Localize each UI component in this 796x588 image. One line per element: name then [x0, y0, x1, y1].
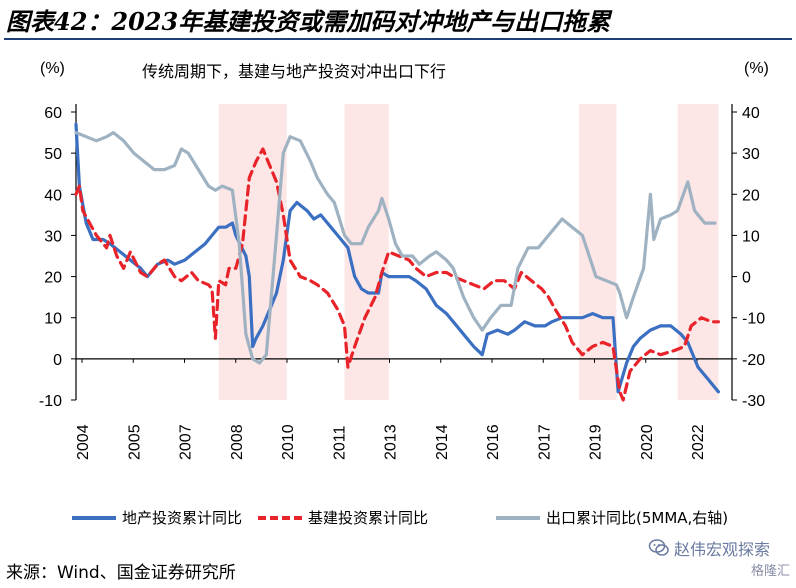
- legend-label-infrastructure: 基建投资累计同比: [308, 509, 429, 527]
- right-tick-label: 0: [742, 270, 751, 287]
- left-tick-label: 10: [44, 311, 62, 328]
- legend-item-property: 地产投资累计同比: [72, 507, 242, 528]
- legend-label-exports: 出口累计同比(5MMA,右轴): [546, 509, 729, 527]
- recession-band-1: [344, 104, 389, 400]
- wechat-icon: [648, 539, 669, 556]
- series-line-0: [74, 122, 721, 394]
- right-tick-label: 30: [742, 146, 760, 163]
- right-tick-label: 20: [742, 187, 760, 204]
- x-axis-labels: 2004 2005 2007 2008 2010 2011 2013 2014 2016 2017…: [75, 424, 707, 460]
- left-tick-label: 60: [44, 105, 62, 122]
- x-tick-label: 2004: [75, 424, 92, 460]
- left-tick-label: 40: [44, 187, 62, 204]
- x-tick-label: 2020: [639, 424, 656, 460]
- legend: 地产投资累计同比 基建投资累计同比 出口累计同比(5MMA,右轴): [0, 507, 796, 531]
- x-tick-label: 2010: [280, 424, 297, 460]
- legend-swatch-exports: [496, 515, 540, 520]
- right-axis-labels: -30 -20 -10 0 10 20 30 40: [742, 105, 765, 410]
- recession-band-3: [677, 104, 719, 400]
- left-tick-label: 20: [44, 270, 62, 287]
- x-tick-label: 2016: [485, 424, 502, 460]
- x-tick-label: 2014: [434, 424, 451, 460]
- watermark-text: 赵伟宏观探索: [673, 540, 770, 559]
- x-tick-label: 2022: [690, 424, 707, 460]
- series-lines: [74, 122, 721, 402]
- left-tick-label: 50: [44, 146, 62, 163]
- source-footnote: 来源：Wind、国金证券研究所: [6, 563, 236, 583]
- series-line-2: [74, 131, 717, 365]
- axes: [71, 104, 737, 401]
- legend-item-exports: 出口累计同比(5MMA,右轴): [496, 507, 728, 528]
- series-line-1: [74, 147, 721, 402]
- watermark-logo: 格隆汇: [750, 564, 790, 579]
- legend-item-infrastructure: 基建投资累计同比: [258, 507, 428, 528]
- right-axis-unit: (%): [744, 60, 769, 77]
- right-tick-label: -30: [742, 393, 765, 410]
- left-tick-label: 30: [44, 228, 62, 245]
- left-tick-label: -10: [39, 393, 62, 410]
- right-tick-label: 40: [742, 105, 760, 122]
- legend-swatch-property: [72, 515, 116, 520]
- left-axis-labels: -10 0 10 20 30 40 50 60: [39, 105, 62, 410]
- legend-swatch-infrastructure: [258, 515, 302, 520]
- right-tick-label: 10: [742, 228, 760, 245]
- x-tick-label: 2013: [383, 424, 400, 460]
- figure-title: 图表42：2023年基建投资或需加码对冲地产与出口拖累: [6, 7, 611, 36]
- legend-label-property: 地产投资累计同比: [122, 509, 243, 527]
- x-tick-label: 2007: [178, 424, 195, 460]
- left-tick-label: 0: [53, 352, 62, 369]
- x-tick-label: 2011: [331, 425, 348, 460]
- x-tick-label: 2017: [536, 424, 553, 460]
- left-axis-unit: (%): [40, 60, 65, 77]
- right-tick-label: -10: [742, 311, 765, 328]
- watermark: 赵伟宏观探索: [648, 536, 770, 560]
- x-tick-label: 2008: [229, 424, 246, 460]
- recession-band-2: [579, 104, 617, 400]
- chart-subtitle: 传统周期下，基建与地产投资对冲出口下行: [142, 62, 447, 81]
- x-tick-label: 2005: [126, 424, 143, 460]
- shaded-periods: [218, 104, 719, 400]
- title-rule: [4, 38, 792, 40]
- right-tick-label: -20: [742, 352, 765, 369]
- x-tick-label: 2019: [588, 424, 605, 460]
